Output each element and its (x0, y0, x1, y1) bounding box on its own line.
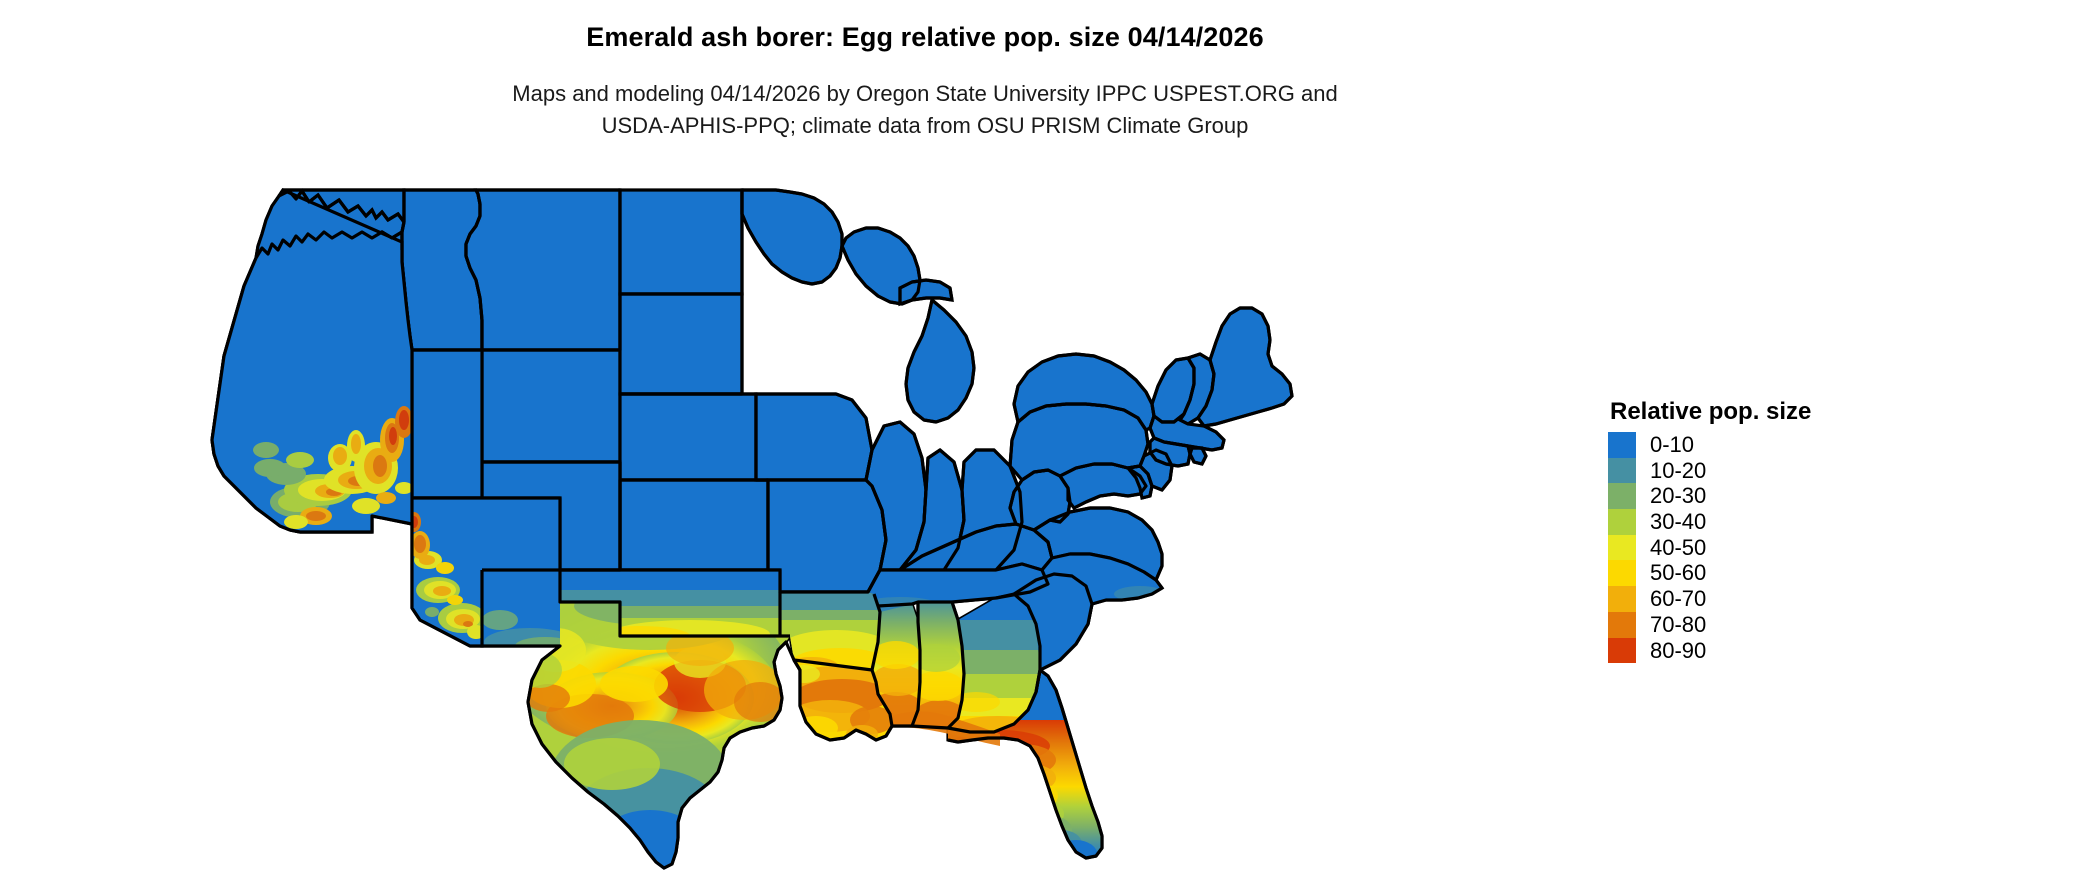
legend-rows: 0-10 10-20 20-30 30-40 40-50 50-60 60-70 70-80 8… (1608, 432, 1938, 664)
map-border-layer (210, 188, 1294, 870)
state-minnesota (740, 188, 844, 286)
legend-color-swatch (1608, 509, 1636, 535)
subtitle-line-2: USDA-APHIS-PPQ; climate data from OSU PR… (601, 113, 1249, 138)
state-wyoming (480, 348, 622, 464)
legend-row[interactable]: 60-70 (1608, 586, 1938, 612)
legend-row[interactable]: 10-20 (1608, 457, 1938, 484)
legend-row[interactable]: 70-80 (1608, 611, 1938, 638)
legend-label: 70-80 (1650, 611, 1707, 637)
state-montana (464, 188, 622, 352)
legend-label: 30-40 (1650, 509, 1707, 535)
legend-color-swatch (1608, 611, 1636, 638)
legend-row[interactable]: 50-60 (1608, 560, 1938, 587)
legend-row[interactable]: 20-30 (1608, 483, 1938, 510)
state-north-dakota (618, 188, 744, 296)
legend-color-swatch (1608, 560, 1636, 587)
state-kansas (618, 478, 770, 572)
us-choropleth-map[interactable] (0, 150, 1600, 890)
legend-label: 0-10 (1650, 432, 1695, 457)
map-legend: Relative pop. size 0-10 10-20 20-30 30-40 40… (1608, 398, 1938, 664)
legend-label: 50-60 (1650, 560, 1707, 586)
legend-color-swatch (1608, 432, 1636, 458)
legend-color-swatch (1608, 637, 1636, 664)
california-risk-field (212, 250, 412, 532)
legend-row[interactable]: 0-10 (1608, 432, 1938, 458)
state-iowa (754, 392, 874, 482)
legend-title: Relative pop. size (1610, 398, 1812, 425)
legend-color-swatch (1608, 534, 1636, 561)
subtitle-line-1: Maps and modeling 04/14/2026 by Oregon S… (512, 81, 1338, 106)
page-title: Emerald ash borer: Egg relative pop. siz… (586, 22, 1264, 52)
state-utah (410, 348, 484, 500)
legend-color-swatch (1608, 457, 1636, 484)
legend-color-swatch (1608, 483, 1636, 510)
legend-label: 60-70 (1650, 586, 1707, 612)
map-svg (210, 187, 1294, 870)
arizona-risk-field (412, 498, 482, 646)
legend-color-swatch (1608, 586, 1636, 612)
state-missouri (766, 478, 888, 594)
legend-row[interactable]: 30-40 (1608, 509, 1938, 535)
state-nebraska (618, 392, 758, 482)
legend-label: 40-50 (1650, 534, 1707, 560)
page-subtitle: Maps and modeling 04/14/2026 by Oregon S… (0, 78, 1850, 142)
legend-label: 80-90 (1650, 637, 1707, 663)
legend-label: 20-30 (1650, 483, 1707, 509)
state-south-dakota (618, 292, 744, 396)
legend-row[interactable]: 80-90 (1608, 637, 1938, 664)
new-mexico-risk-field (482, 498, 560, 646)
legend-label: 10-20 (1650, 457, 1707, 483)
legend-row[interactable]: 40-50 (1608, 534, 1938, 561)
